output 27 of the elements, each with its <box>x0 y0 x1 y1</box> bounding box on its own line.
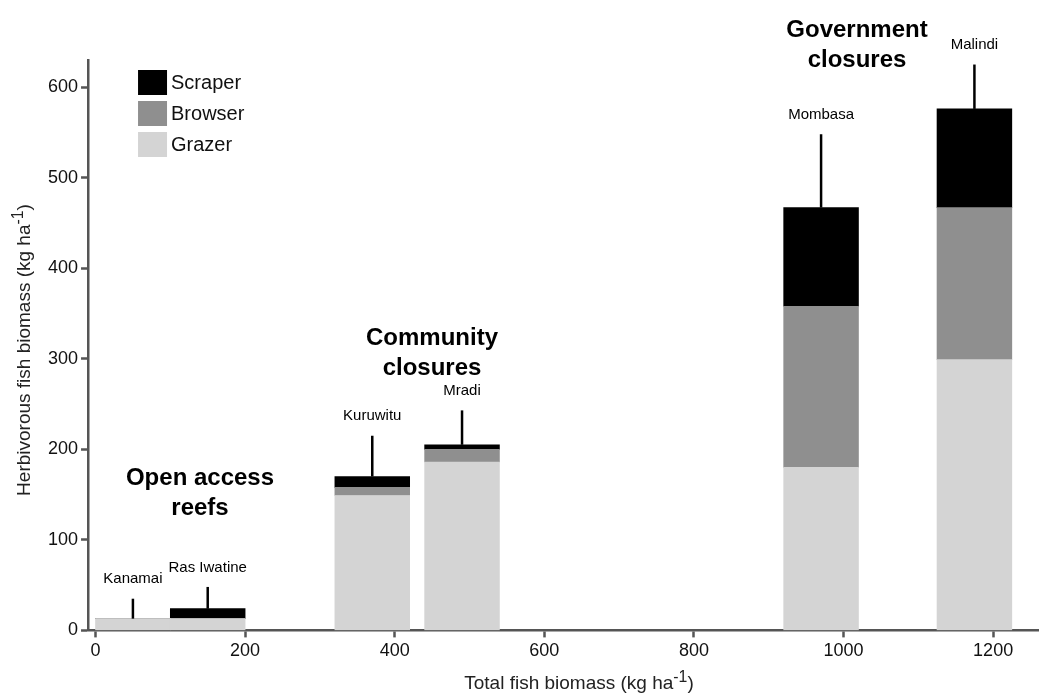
annotation: Kuruwitu <box>343 406 402 424</box>
legend-label: Browser <box>171 101 245 124</box>
x-tick-label: 800 <box>678 640 709 661</box>
y-tick-label: 100 <box>47 528 79 549</box>
x-tick-label: 200 <box>230 640 261 661</box>
legend-label: Grazer <box>171 132 233 155</box>
annotation: Open access reefs <box>125 462 275 520</box>
annotation: Mombasa <box>788 104 855 122</box>
x-tick-label: 1000 <box>823 640 864 661</box>
legend-label: Scraper <box>171 70 242 93</box>
x-tick-label: 1200 <box>973 640 1014 661</box>
text: Malindi <box>950 35 999 53</box>
y-tick-label: 300 <box>47 347 79 368</box>
x-tick-label: 0 <box>90 640 101 661</box>
annotation: Ras Iwatine <box>168 557 247 575</box>
annotation: Government closures <box>786 14 928 72</box>
x-axis-title: Total fish biomass (kg ha$^{-1}$) <box>463 668 695 695</box>
y-tick-label: 0 <box>68 619 79 640</box>
x-tick-label: 600 <box>529 640 560 661</box>
y-tick-label: 500 <box>47 166 79 187</box>
annotation: Kanamai <box>103 569 163 587</box>
annotation: Community closures <box>366 322 499 380</box>
y-tick-label: 400 <box>47 257 79 278</box>
y-tick-label: 200 <box>47 438 79 459</box>
x-tick-label: 400 <box>379 640 410 661</box>
y-tick-label: 600 <box>47 76 79 97</box>
annotation: Mradi <box>443 381 481 399</box>
